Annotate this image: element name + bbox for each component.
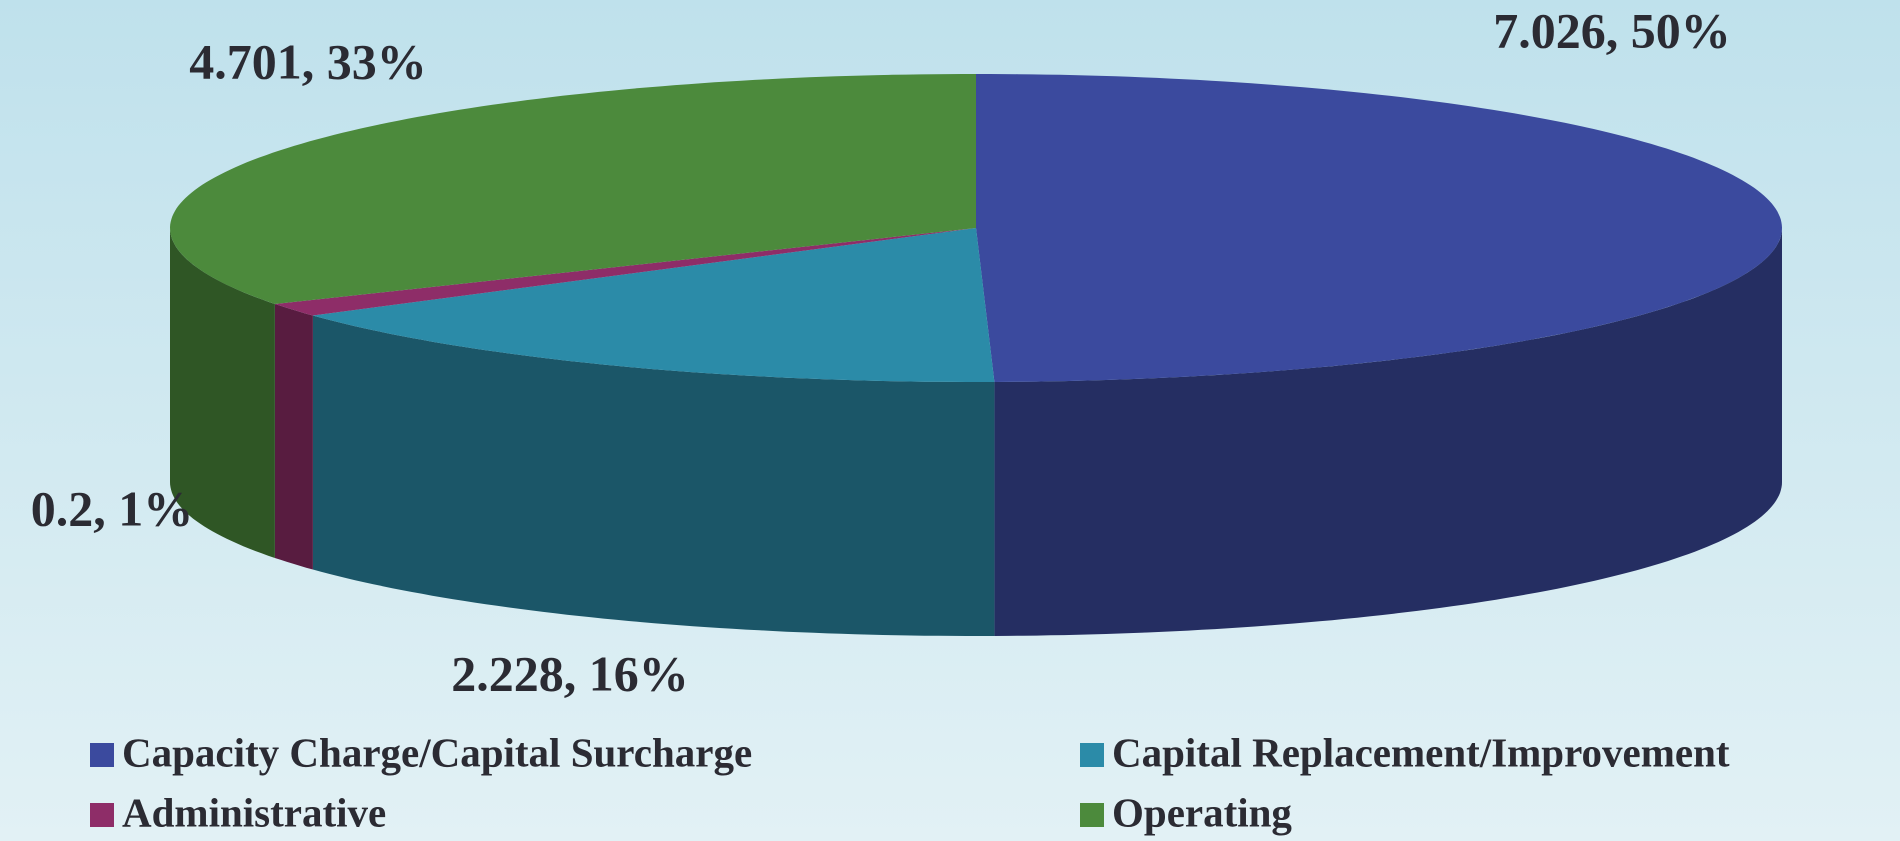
slice	[274, 228, 976, 316]
slice	[312, 228, 995, 382]
slice	[170, 74, 976, 304]
legend-swatch	[90, 803, 114, 827]
value-label: 0.2, 1%	[31, 480, 194, 536]
slice-side	[274, 304, 313, 570]
value-label: 2.228, 16%	[451, 645, 689, 701]
slice	[976, 74, 1782, 382]
legend-swatch	[1080, 803, 1104, 827]
slice-side	[994, 228, 1782, 636]
legend-label: Capital Replacement/Improvement	[1112, 729, 1730, 775]
legend-swatch	[1080, 743, 1104, 767]
legend-label: Operating	[1112, 789, 1292, 835]
legend-label: Capacity Charge/Capital Surcharge	[122, 729, 752, 775]
slice-side	[170, 228, 275, 558]
legend-swatch	[90, 743, 114, 767]
value-label: 7.026, 50%	[1493, 2, 1731, 58]
slice-side	[312, 315, 995, 636]
legend-label: Administrative	[122, 789, 386, 835]
value-label: 4.701, 33%	[189, 33, 427, 89]
